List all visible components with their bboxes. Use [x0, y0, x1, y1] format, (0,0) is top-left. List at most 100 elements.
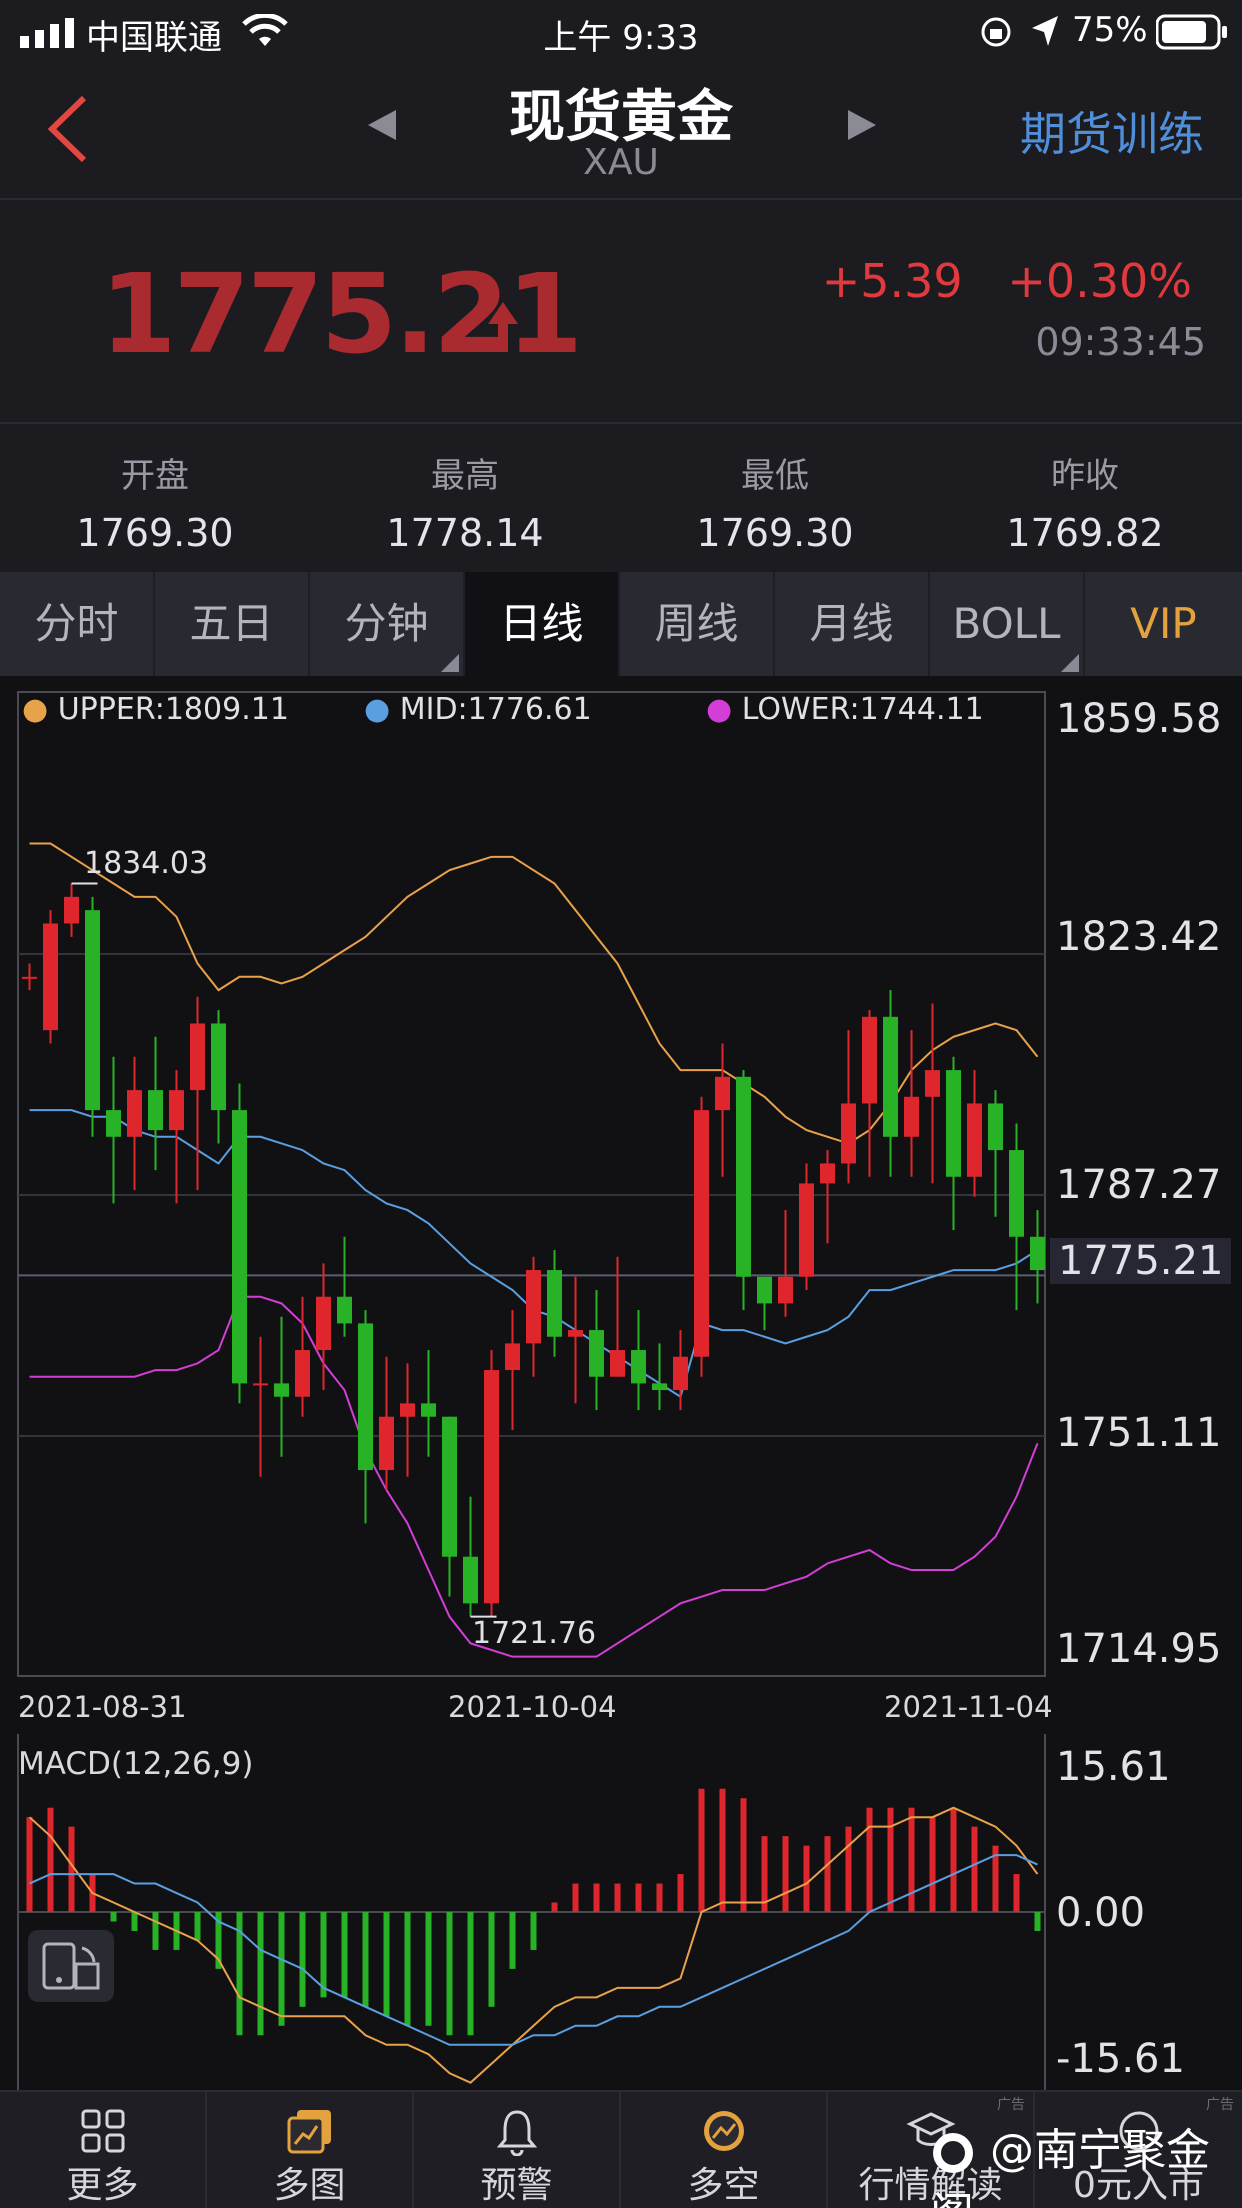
- candle-body: [337, 1296, 352, 1324]
- date-start: 2021-08-31: [18, 1690, 187, 1724]
- macd-bar: [950, 1807, 957, 1912]
- instrument-code: XAU: [583, 142, 659, 183]
- macd-bar: [845, 1826, 852, 1912]
- tab-intraday[interactable]: 分时: [0, 572, 155, 676]
- macd-bar: [341, 1912, 348, 1998]
- candle: [946, 1056, 961, 1231]
- tab-daily[interactable]: 日线: [465, 572, 620, 676]
- candle: [463, 1496, 478, 1617]
- tab-weekly[interactable]: 周线: [620, 572, 775, 676]
- candle: [106, 1056, 121, 1204]
- prev-close-cell: 昨收 1769.82: [930, 424, 1240, 555]
- candle-body: [22, 976, 37, 979]
- prev-close-value: 1769.82: [1006, 511, 1164, 555]
- candle-body: [127, 1090, 142, 1137]
- macd-bar: [866, 1807, 873, 1912]
- low-value: 1769.30: [696, 511, 854, 555]
- candle-body: [820, 1163, 835, 1184]
- candle-body: [148, 1090, 163, 1131]
- battery-percent: 75%: [1072, 10, 1148, 50]
- carrier-name: 中国联通: [86, 18, 222, 58]
- candle-body: [715, 1076, 730, 1111]
- tab-vip[interactable]: VIP: [1085, 572, 1242, 676]
- macd-bar: [215, 1912, 222, 1969]
- candle-body: [106, 1110, 121, 1137]
- candlestick-chart[interactable]: ● UPPER:1809.11 ● MID:1776.61 ● LOWER:17…: [0, 676, 1242, 1734]
- tab-minute[interactable]: 分钟: [310, 572, 465, 676]
- candle-body: [316, 1296, 331, 1351]
- candle-body: [610, 1350, 625, 1377]
- nav-label: 更多: [66, 2165, 139, 2206]
- macd-bar: [761, 1836, 768, 1912]
- candle-body: [400, 1403, 415, 1417]
- macd-bar: [446, 1912, 453, 2036]
- candle: [673, 1330, 688, 1411]
- nav-label: 预警: [480, 2165, 553, 2206]
- candle-body: [442, 1416, 457, 1557]
- candle: [505, 1310, 520, 1431]
- macd-label-zero: 0.00: [1056, 1890, 1146, 1936]
- candle: [190, 996, 205, 1191]
- nav-more[interactable]: 更多: [0, 2092, 207, 2208]
- status-bar: 中国联通 上午 9:33 75%: [0, 0, 1242, 64]
- nav-label: 行情解读: [858, 2165, 1003, 2206]
- macd-bar: [719, 1788, 726, 1912]
- prev-instrument-icon[interactable]: [364, 108, 398, 142]
- high-label: 最高: [431, 456, 499, 496]
- nav-alert[interactable]: 预警: [414, 2092, 621, 2208]
- tab-boll[interactable]: BOLL: [930, 572, 1085, 676]
- macd-bar: [614, 1883, 621, 1912]
- candle: [64, 883, 79, 937]
- back-icon[interactable]: [44, 94, 90, 164]
- candle: [820, 1150, 835, 1244]
- candle-body: [925, 1070, 940, 1097]
- rotate-screen-icon: [42, 1942, 100, 1990]
- weibo-logo-icon: [933, 2133, 973, 2173]
- price-label-5: 1751.11: [1056, 1410, 1222, 1456]
- next-instrument-icon[interactable]: [846, 108, 880, 142]
- signal-icon: [20, 18, 74, 48]
- futures-training-link[interactable]: 期货训练: [1020, 107, 1204, 161]
- candle-body: [904, 1096, 919, 1137]
- quote-time: 09:33:45: [1035, 320, 1206, 364]
- candle: [631, 1310, 646, 1411]
- instrument-title: 现货黄金: [509, 85, 733, 150]
- price-label-2: 1823.42: [1056, 914, 1222, 960]
- macd-bar: [992, 1845, 999, 1912]
- change-percent: +0.30%: [1007, 254, 1192, 308]
- candle: [841, 1030, 856, 1184]
- macd-bar: [299, 1912, 306, 2007]
- candle-body: [1030, 1236, 1045, 1271]
- wifi-icon: [242, 14, 288, 46]
- macd-bar: [467, 1912, 474, 2036]
- tab-monthly[interactable]: 月线: [775, 572, 930, 676]
- grid-icon: [81, 2109, 124, 2153]
- candle: [169, 1070, 184, 1204]
- candle: [337, 1236, 352, 1337]
- candle-body: [883, 1016, 898, 1137]
- candle-body: [799, 1183, 814, 1277]
- macd-title: MACD(12,26,9): [18, 1746, 254, 1782]
- macd-bar: [236, 1912, 243, 2036]
- candle-body: [505, 1343, 520, 1371]
- battery-icon: [1156, 14, 1227, 50]
- tab-five-day[interactable]: 五日: [155, 572, 310, 676]
- candle-body: [778, 1276, 793, 1304]
- nav-market-analysis[interactable]: 行情解读 广告: [828, 2092, 1035, 2208]
- macd-bar: [782, 1836, 789, 1912]
- macd-chart[interactable]: MACD(12,26,9) 15.61 0.00 -15.61: [0, 1734, 1242, 2090]
- candle: [211, 1010, 226, 1144]
- rotate-screen-button[interactable]: [28, 1930, 114, 2002]
- candle-body: [694, 1110, 709, 1357]
- nav-long-short[interactable]: 多空: [621, 2092, 828, 2208]
- nav-zero-entry[interactable]: 0元入市 广告: [1035, 2092, 1242, 2208]
- candle-body: [274, 1383, 289, 1397]
- macd-bar: [656, 1883, 663, 1912]
- candle: [547, 1250, 562, 1357]
- candle: [232, 1083, 247, 1404]
- macd-bar: [26, 1817, 33, 1912]
- nav-multi-chart[interactable]: 多图: [207, 2092, 414, 2208]
- candle: [904, 1030, 919, 1177]
- candle: [484, 1350, 499, 1617]
- candle-body: [757, 1276, 772, 1304]
